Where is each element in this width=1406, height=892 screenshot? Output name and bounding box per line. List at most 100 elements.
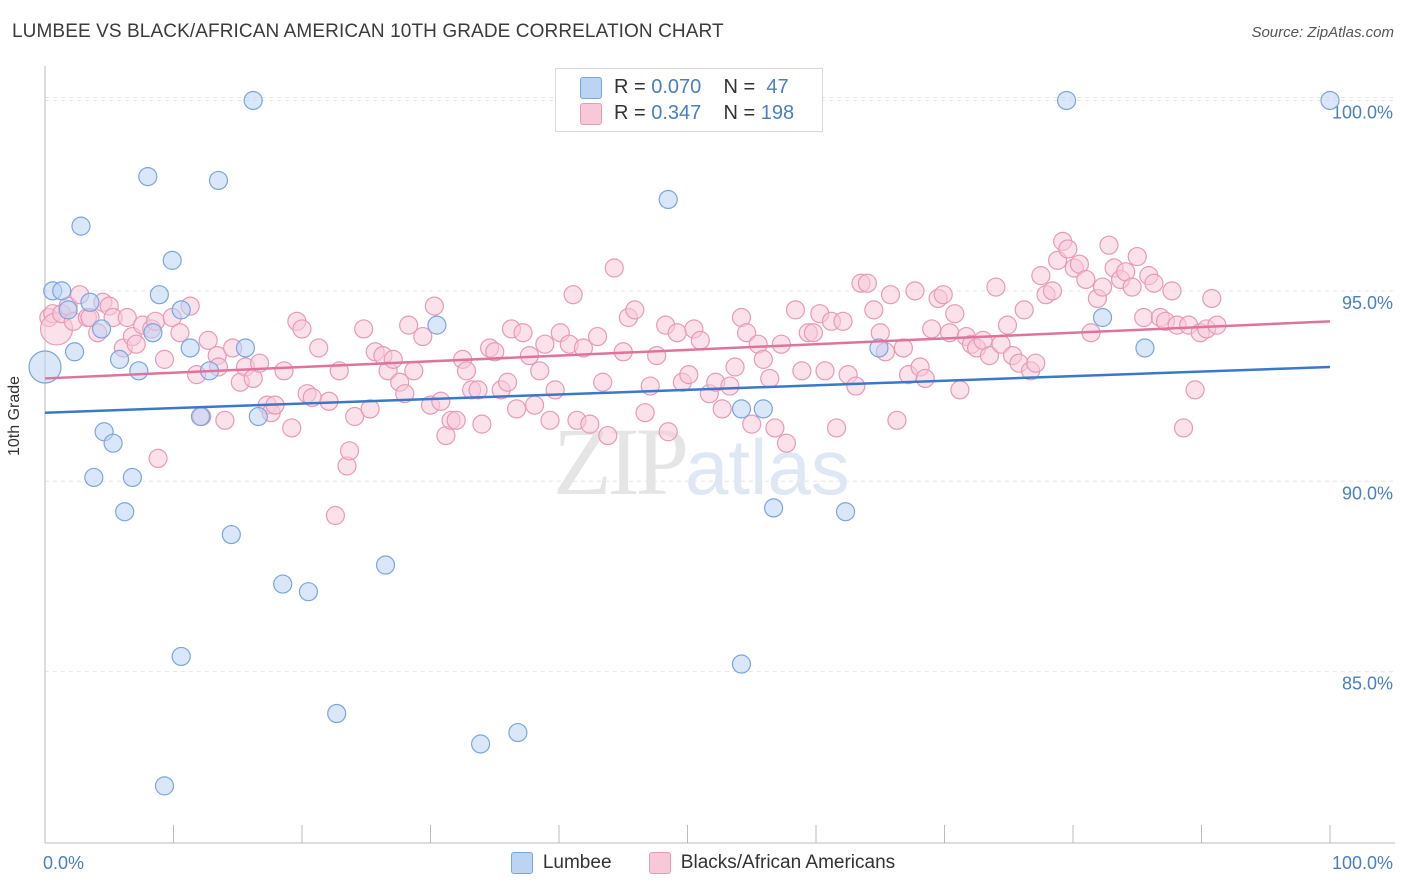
legend-label-lumbee: Lumbee <box>542 852 612 873</box>
black-point <box>580 414 600 434</box>
black-point <box>1031 266 1051 286</box>
black-point <box>679 365 699 385</box>
black-point <box>771 334 791 354</box>
lumbee-swatch <box>510 852 533 874</box>
lumbee-point <box>235 338 256 358</box>
y-tick-label: 90.0% <box>1342 483 1393 503</box>
black-point <box>803 323 824 343</box>
lumbee-point <box>508 722 528 743</box>
lumbee-point <box>208 170 229 191</box>
black-point <box>667 323 687 343</box>
black-point <box>431 391 451 411</box>
legend-r-label: R = <box>614 76 646 98</box>
lumbee-point <box>80 292 100 312</box>
black-trend-line <box>44 320 1331 380</box>
lumbee-point <box>835 502 856 522</box>
black-point <box>933 285 953 305</box>
lumbee-point <box>221 524 241 545</box>
black-point <box>1122 277 1142 297</box>
black-point <box>345 406 365 427</box>
watermark-atlas: atlas <box>685 423 850 511</box>
lumbee-point <box>731 399 752 419</box>
black-point <box>725 357 745 377</box>
legend-r-value: 0.070 <box>651 76 702 98</box>
black-point <box>864 300 884 320</box>
x-tick-label: 100.0% <box>1332 853 1393 873</box>
black-point <box>712 399 732 419</box>
black-point <box>587 326 608 347</box>
lumbee-point <box>243 90 263 111</box>
black-point <box>468 380 488 400</box>
black-point <box>690 330 710 350</box>
black-point <box>446 410 466 430</box>
black-point <box>1144 273 1164 293</box>
black-point <box>530 361 550 381</box>
lumbee-point <box>149 285 169 305</box>
series-legend: Lumbee Blacks/African Americans <box>0 852 1406 880</box>
y-tick-label: 100.0% <box>1332 102 1393 122</box>
lumbee-point <box>298 582 319 602</box>
legend-row-lumbee: R = 0.070 N = 47 <box>580 74 789 101</box>
lumbee-point <box>471 734 491 754</box>
source-credit: Source: ZipAtlas.com <box>1251 24 1394 41</box>
black-point <box>170 323 190 343</box>
black-point <box>593 372 613 392</box>
black-point <box>1173 418 1194 438</box>
lumbee-point <box>1056 90 1077 111</box>
lumbee-point <box>427 315 447 335</box>
black-point <box>148 448 168 469</box>
black-point <box>915 368 935 389</box>
lumbee-point <box>1092 307 1113 328</box>
black-point <box>826 418 847 438</box>
black-point <box>635 403 655 423</box>
lumbee-point <box>58 300 78 320</box>
black-swatch <box>580 102 602 125</box>
lumbee-point <box>64 342 85 362</box>
legend-n-label: N = <box>723 76 756 98</box>
black-point <box>506 399 527 419</box>
black-point <box>760 368 780 389</box>
black-point <box>215 410 235 430</box>
black-point <box>1014 300 1034 320</box>
black-point <box>573 338 594 358</box>
lumbee-point <box>731 654 752 674</box>
black-point <box>485 342 505 362</box>
legend-n-value: 47 <box>766 76 789 98</box>
black-point <box>282 418 302 438</box>
lumbee-point <box>103 433 123 453</box>
lumbee-point <box>154 776 175 796</box>
black-point <box>1202 288 1222 309</box>
black-point <box>339 441 360 461</box>
lumbee-point <box>327 703 347 724</box>
lumbee-point <box>375 555 396 575</box>
black-point <box>395 384 415 404</box>
black-point <box>563 285 583 305</box>
lumbee-point <box>28 350 62 384</box>
black-point <box>893 338 913 358</box>
legend-row-black: R = 0.347 N = 198 <box>580 100 794 127</box>
black-point <box>117 307 137 328</box>
black-point <box>1042 281 1063 301</box>
black-point <box>1026 353 1046 373</box>
black-point <box>598 425 618 446</box>
black-point <box>154 349 175 369</box>
black-point <box>986 277 1006 297</box>
y-tick-label: 85.0% <box>1342 674 1393 694</box>
lumbee-point <box>273 574 293 594</box>
lumbee-point <box>658 189 678 210</box>
lumbee-point <box>84 467 104 488</box>
black-swatch <box>648 852 671 874</box>
y-tick-label: 95.0% <box>1342 293 1393 313</box>
black-point <box>1134 307 1154 328</box>
lumbee-point <box>763 498 784 518</box>
legend-item-black: Blacks/African Americans <box>648 852 895 874</box>
black-point <box>274 361 294 381</box>
black-point <box>1162 281 1182 301</box>
black-point <box>1092 277 1113 297</box>
x-tick-label: 0.0% <box>43 853 84 873</box>
black-point <box>545 380 565 400</box>
lumbee-point <box>52 281 72 301</box>
black-point <box>997 315 1018 335</box>
lumbee-point <box>753 399 773 419</box>
black-point <box>198 330 218 350</box>
